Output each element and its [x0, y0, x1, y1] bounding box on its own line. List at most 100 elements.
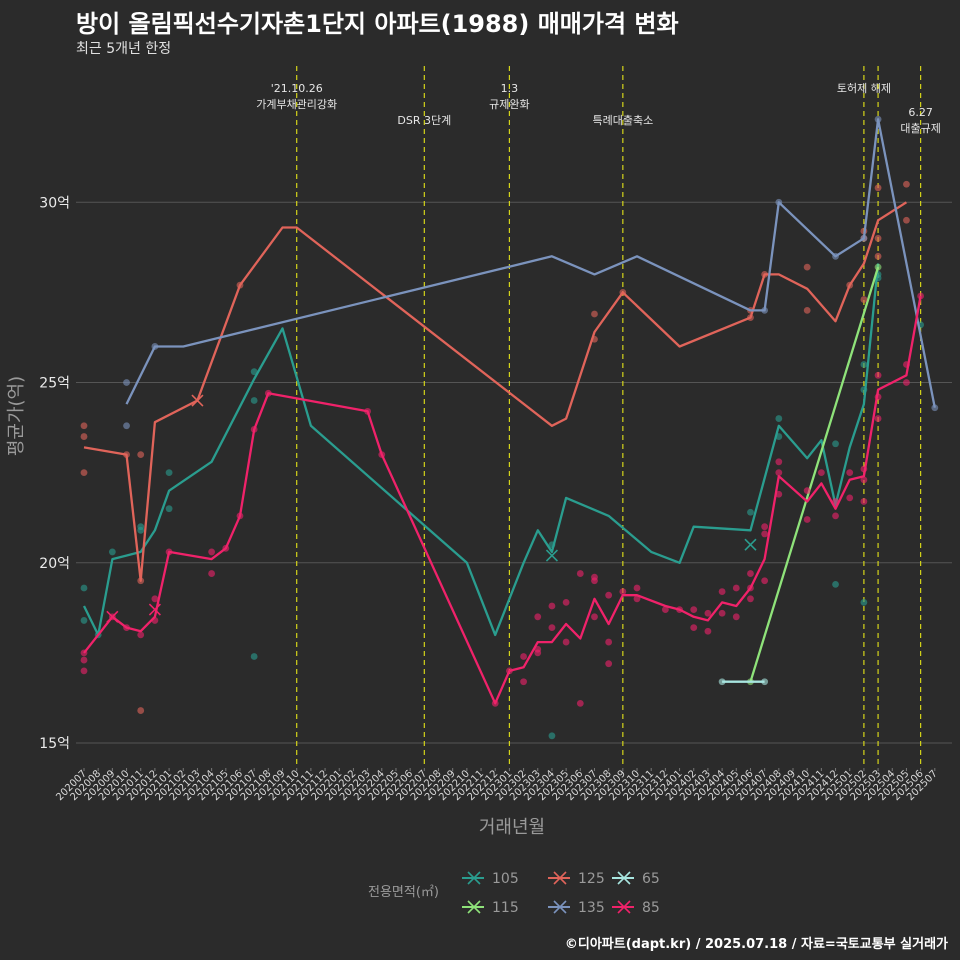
- data-point: [591, 613, 598, 621]
- data-point: [832, 580, 839, 588]
- data-point: [137, 451, 145, 458]
- event-label: 1.3: [501, 82, 519, 95]
- data-point: [534, 613, 542, 621]
- data-point: [860, 361, 868, 368]
- series-85: [80, 292, 925, 707]
- data-point: [718, 588, 726, 595]
- data-point: [548, 624, 556, 632]
- data-point: [520, 678, 527, 686]
- data-point: [732, 613, 740, 621]
- event-label: 가계부채관리강화: [256, 98, 337, 111]
- data-point: [633, 584, 641, 592]
- legend-item-85: 85: [612, 900, 660, 916]
- data-point: [591, 577, 598, 585]
- data-point: [860, 296, 868, 303]
- data-point: [917, 292, 925, 300]
- data-point: [250, 368, 258, 376]
- data-point: [846, 494, 854, 502]
- data-point: [80, 584, 88, 592]
- legend-item-105: 105: [462, 871, 519, 887]
- data-point: [250, 397, 258, 404]
- data-point: [208, 570, 216, 577]
- series-105: [80, 263, 925, 740]
- data-point: [80, 617, 88, 624]
- data-point: [775, 415, 783, 422]
- event-label: DSR 3단계: [397, 114, 451, 127]
- data-point: [761, 678, 769, 686]
- data-point: [80, 656, 88, 664]
- data-point: [165, 505, 173, 513]
- legend-item-125: 125: [548, 871, 605, 887]
- data-point: [208, 548, 216, 556]
- cross-marker: [148, 603, 161, 616]
- data-point: [803, 516, 811, 523]
- event-label: 특례대출축소: [592, 114, 653, 127]
- data-point: [903, 216, 910, 224]
- x-axis-title: 거래년월: [479, 817, 545, 838]
- data-point: [80, 667, 88, 675]
- data-point: [690, 606, 698, 614]
- data-point: [803, 487, 811, 495]
- series-65: [718, 678, 769, 686]
- data-point: [576, 570, 584, 577]
- legend-label: 135: [578, 900, 605, 916]
- data-point: [562, 599, 570, 606]
- data-point: [619, 588, 627, 595]
- data-point: [562, 638, 570, 646]
- y-tick-label: 25억: [39, 376, 70, 392]
- series-line: [83, 201, 908, 582]
- event-label: '21.10.26: [271, 82, 323, 95]
- y-tick-label: 20억: [39, 556, 70, 572]
- series-line: [749, 266, 880, 683]
- cross-marker: [106, 610, 119, 623]
- data-point: [747, 508, 754, 516]
- data-point: [874, 371, 882, 379]
- data-point: [817, 469, 825, 477]
- legend-label: 85: [642, 900, 660, 916]
- series-135: [123, 115, 939, 430]
- data-point: [874, 415, 882, 422]
- data-point: [903, 379, 910, 386]
- data-point: [633, 595, 641, 603]
- event-label: 대출규제: [900, 122, 940, 135]
- data-point: [576, 699, 584, 707]
- data-point: [775, 469, 783, 477]
- data-point: [80, 422, 88, 430]
- series-line: [125, 118, 936, 408]
- legend-label: 125: [578, 871, 605, 887]
- legend-item-135: 135: [548, 900, 605, 916]
- grid-lines: 15억 20억 25억 30억: [39, 195, 952, 752]
- legend-item-65: 65: [612, 871, 660, 887]
- data-point: [931, 404, 939, 412]
- data-point: [860, 476, 868, 484]
- data-point: [718, 609, 726, 617]
- chart-subtitle: 최근 5개년 한정: [76, 41, 172, 57]
- data-point: [874, 252, 882, 260]
- legend-item-115: 115: [462, 900, 519, 916]
- data-point: [137, 523, 145, 531]
- data-point: [548, 732, 556, 740]
- series-115: [747, 263, 882, 686]
- series-line: [82, 263, 880, 637]
- data-point: [520, 653, 527, 660]
- data-point: [732, 584, 740, 592]
- data-point: [534, 645, 542, 653]
- data-point: [108, 548, 116, 556]
- data-point: [80, 469, 88, 477]
- legend-label: 115: [492, 900, 519, 916]
- data-point: [151, 595, 159, 603]
- data-point: [250, 653, 258, 660]
- data-point: [605, 638, 613, 646]
- y-tick-label: 30억: [39, 195, 70, 211]
- data-point: [123, 379, 130, 386]
- data-point: [704, 627, 712, 635]
- data-point: [123, 422, 130, 430]
- data-point: [761, 523, 769, 531]
- cross-marker: [191, 394, 204, 407]
- data-point: [761, 530, 769, 538]
- data-point: [775, 458, 783, 466]
- data-point: [860, 599, 868, 606]
- legend-title: 전용면적(㎡): [368, 885, 439, 900]
